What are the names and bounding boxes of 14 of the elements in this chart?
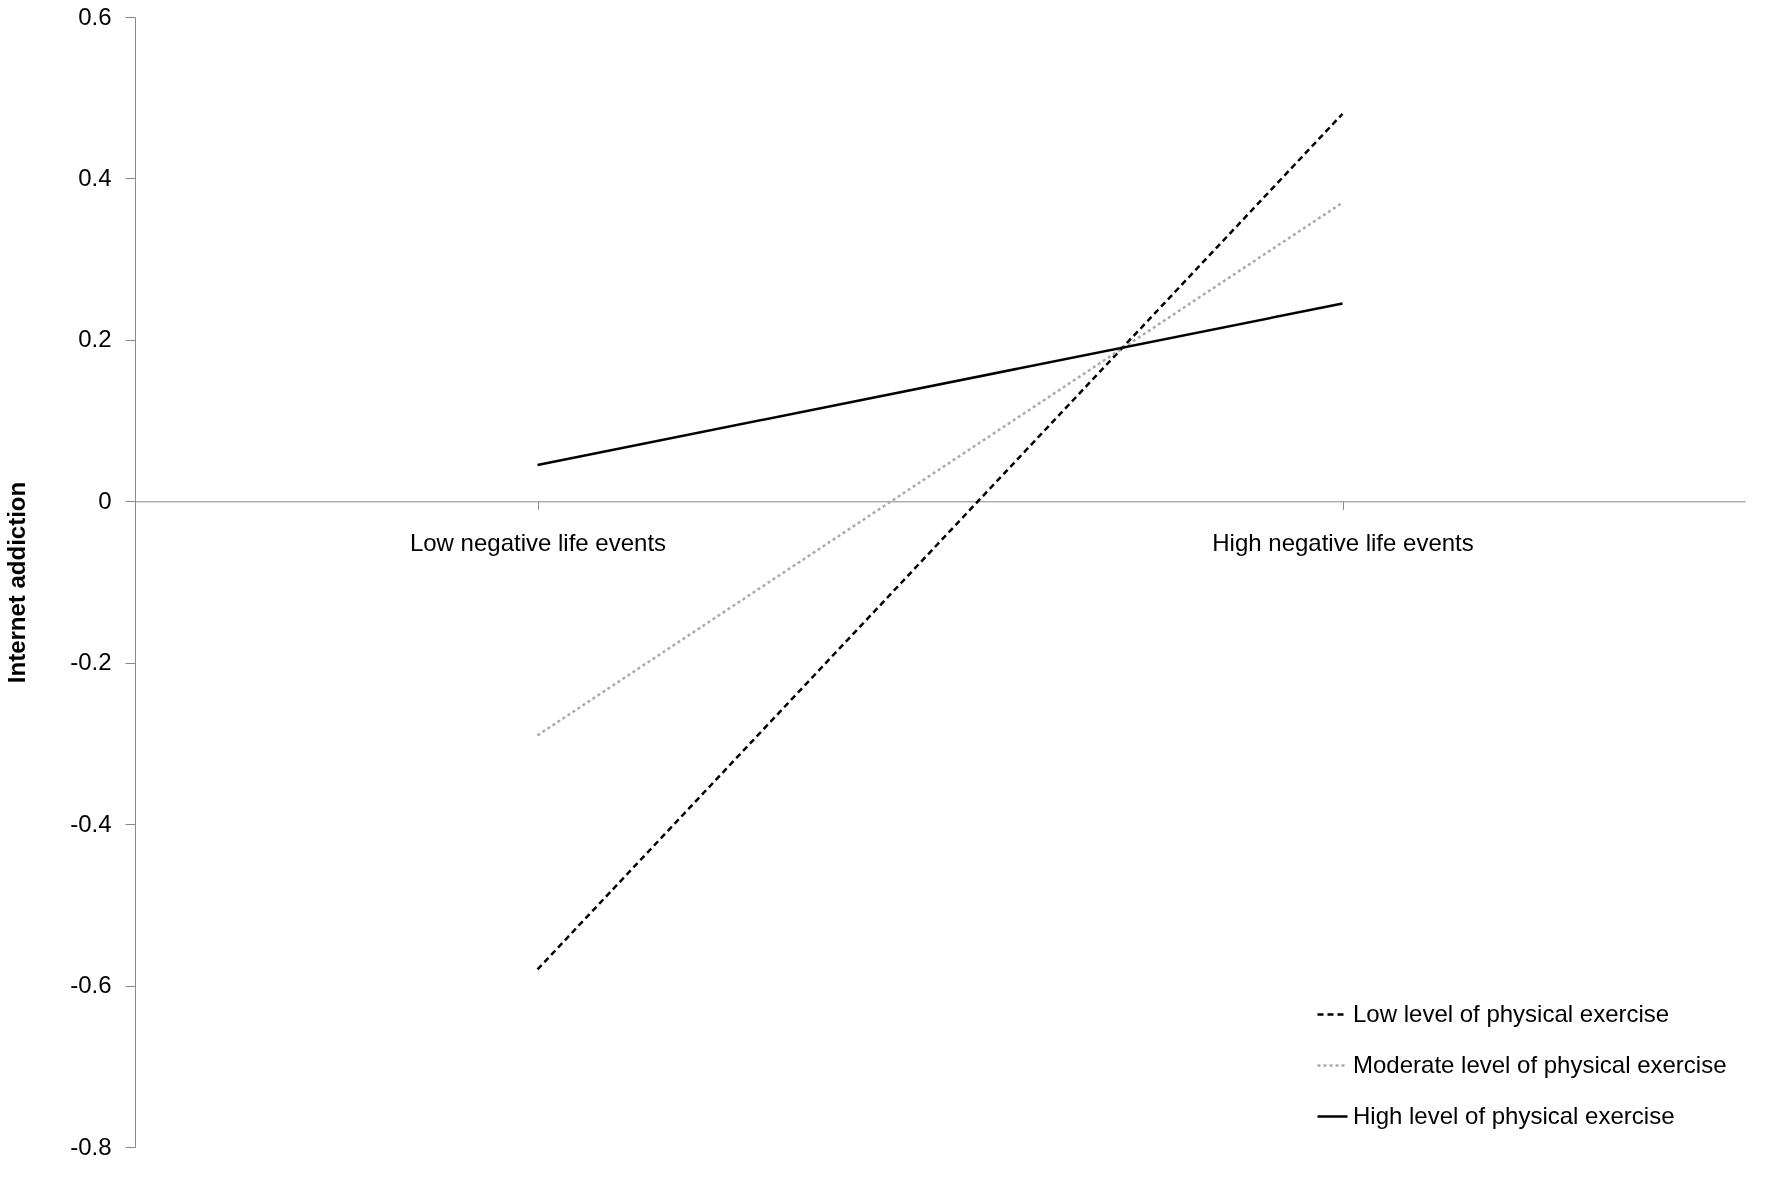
y-tick-label: -0.6 — [70, 971, 112, 999]
y-tick-label: 0.2 — [78, 325, 112, 353]
y-tick-label: 0.6 — [78, 2, 112, 30]
y-tick-label: -0.4 — [70, 809, 112, 837]
legend-label: Moderate level of physical exercise — [1353, 1050, 1727, 1078]
legend-label: Low level of physical exercise — [1353, 999, 1670, 1027]
y-tick-label: 0 — [98, 486, 112, 514]
x-tick-label: High negative life events — [1212, 528, 1474, 556]
y-axis-title: Internet addiction — [3, 481, 31, 684]
y-tick-label: -0.8 — [70, 1132, 112, 1160]
legend-label: High level of physical exercise — [1353, 1101, 1675, 1129]
y-tick-label: -0.2 — [70, 648, 112, 676]
x-tick-label: Low negative life events — [409, 528, 667, 556]
y-tick-label: 0.4 — [78, 163, 112, 191]
